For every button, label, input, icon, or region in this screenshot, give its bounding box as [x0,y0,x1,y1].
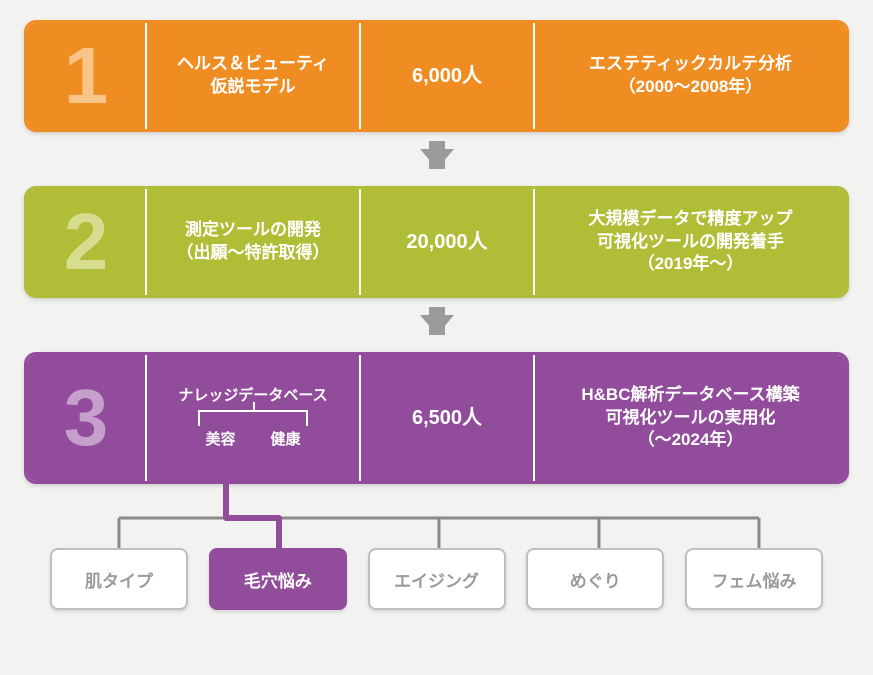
phase-2-title-l2: （出願～特許取得） [177,242,330,265]
kdb-right: 健康 [270,430,300,450]
category-tree: 肌タイプ毛穴悩みエイジングめぐりフェム悩み [24,484,849,624]
phase-1-title-l1: ヘルス＆ビューティ [177,53,329,76]
arrow-1-to-2 [24,132,849,186]
tree-leaf-3: めぐり [526,548,664,610]
phase-3-desc: H&BC解析データベース構築 可視化ツールの実用化 （～2024年） [533,355,846,481]
phase-3-kdb: ナレッジデータベース 美容 健康 [145,355,359,481]
phase-1: 1 ヘルス＆ビューティ 仮説モデル 6,000人 エステティックカルテ分析 （2… [24,20,849,132]
phase-2-desc-l1: 大規模データで精度アップ [589,208,793,231]
tree-connector-icon [24,484,849,552]
arrow-2-to-3 [24,298,849,352]
phase-2-num-text: 2 [64,202,109,282]
tree-leaf-2: エイジング [368,548,506,610]
phase-2-title-l1: 測定ツールの開発 [185,219,321,242]
phase-1-title-l2: 仮説モデル [211,76,296,99]
phase-1-desc-l1: エステティックカルテ分析 [589,53,792,76]
phase-3-count: 6,500人 [359,355,533,481]
phase-3-number: 3 [27,355,145,481]
kdb-row: 美容 健康 [188,430,318,450]
phase-1-desc: エステティックカルテ分析 （2000～2008年） [533,23,846,129]
phase-3-desc-l2: 可視化ツールの実用化 [606,407,776,430]
tree-leaf-4: フェム悩み [685,548,823,610]
phase-2-count-text: 20,000人 [406,229,487,256]
phase-1-number: 1 [27,23,145,129]
phase-2-desc-l3: （2019年～） [638,253,744,276]
phase-1-num-text: 1 [64,36,109,116]
phase-1-title: ヘルス＆ビューティ 仮説モデル [145,23,359,129]
kdb-bracket-icon [198,410,308,426]
tree-leaves: 肌タイプ毛穴悩みエイジングめぐりフェム悩み [24,548,849,610]
phase-2-desc-l2: 可視化ツールの開発着手 [597,231,784,254]
phase-2-number: 2 [27,189,145,295]
phase-3: 3 ナレッジデータベース 美容 健康 6,500人 H&BC解析データベース構築… [24,352,849,484]
phase-1-count: 6,000人 [359,23,533,129]
phase-2-title: 測定ツールの開発 （出願～特許取得） [145,189,359,295]
phase-1-count-text: 6,000人 [412,63,482,90]
phase-3-desc-l3: （～2024年） [638,429,744,452]
phase-1-desc-l2: （2000～2008年） [619,76,763,99]
tree-leaf-1: 毛穴悩み [209,548,347,610]
kdb-left: 美容 [205,430,235,450]
phase-3-num-text: 3 [64,378,109,458]
tree-leaf-0: 肌タイプ [50,548,188,610]
phase-3-desc-l1: H&BC解析データベース構築 [581,384,799,407]
phase-2-desc: 大規模データで精度アップ 可視化ツールの開発着手 （2019年～） [533,189,846,295]
phase-2-count: 20,000人 [359,189,533,295]
phase-2: 2 測定ツールの開発 （出願～特許取得） 20,000人 大規模データで精度アッ… [24,186,849,298]
phase-3-count-text: 6,500人 [412,405,482,432]
